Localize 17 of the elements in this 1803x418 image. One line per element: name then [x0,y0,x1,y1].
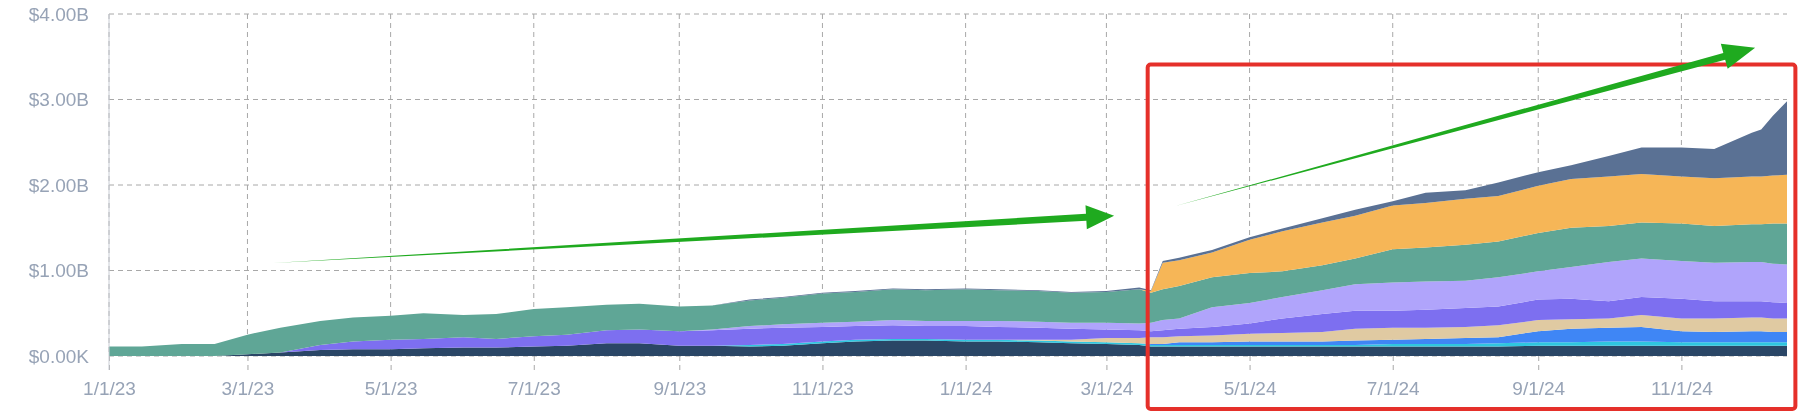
y-tick-label: $2.00B [28,174,89,196]
x-tick-label: 7/1/23 [507,378,561,400]
x-tick-label: 11/1/24 [1650,378,1714,400]
x-tick-label: 3/1/24 [1080,378,1134,400]
x-tick-label: 3/1/23 [221,378,275,400]
x-tick-label: 9/1/23 [653,378,707,400]
x-tick-label: 9/1/24 [1512,378,1566,400]
y-tick-label: $4.00B [28,3,89,25]
x-tick-label: 1/1/24 [939,378,993,400]
y-tick-label: $0.00K [28,345,90,367]
y-tick-label: $3.00B [28,89,89,111]
x-tick-label: 11/1/23 [791,378,854,400]
x-tick-label: 5/1/24 [1223,378,1277,400]
y-tick-label: $1.00B [28,260,89,282]
x-tick-label: 5/1/23 [364,378,418,400]
x-tick-label: 1/1/23 [83,378,136,400]
x-tick-label: 7/1/24 [1366,378,1421,400]
